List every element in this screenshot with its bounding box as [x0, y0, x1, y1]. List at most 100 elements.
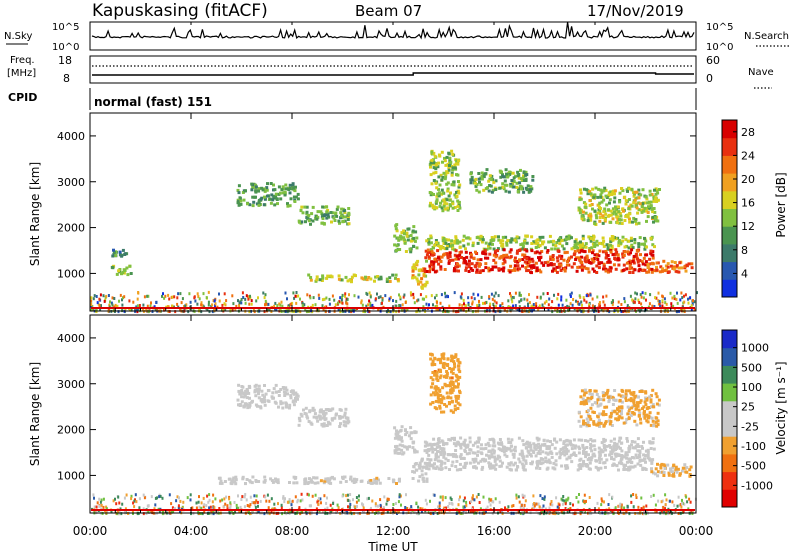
echo-cell	[417, 268, 421, 272]
echo-cell	[505, 465, 509, 469]
echo-cell	[474, 250, 477, 254]
echo-cell	[426, 463, 430, 467]
echo-cell	[549, 440, 552, 443]
echo-cell	[627, 198, 631, 201]
echo-cell	[534, 239, 538, 243]
ground-scatter-cell	[541, 497, 544, 500]
echo-cell	[590, 203, 594, 206]
echo-cell	[444, 457, 448, 461]
echo-cell	[344, 215, 348, 219]
echo-cell	[450, 464, 454, 468]
echo-cell	[440, 188, 444, 192]
ground-scatter-cell	[161, 512, 164, 516]
ground-scatter-cell	[137, 291, 140, 294]
echo-cell	[577, 451, 581, 455]
echo-cell	[502, 187, 506, 191]
ground-scatter-cell	[682, 509, 685, 513]
echo-cell	[441, 160, 444, 164]
ground-scatter-cell	[208, 498, 211, 502]
echo-cell	[587, 270, 591, 274]
echo-cell	[242, 395, 246, 399]
ground-scatter-cell	[432, 303, 434, 307]
ground-scatter-cell	[90, 304, 93, 308]
ground-scatter-cell	[423, 297, 425, 301]
ground-scatter-cell	[629, 294, 632, 298]
ground-scatter-cell	[634, 291, 637, 295]
echo-cell	[579, 467, 583, 470]
ground-scatter-cell	[296, 510, 299, 514]
echo-cell	[546, 439, 550, 443]
echo-cell	[523, 253, 527, 257]
ground-scatter-cell	[339, 296, 342, 300]
ground-scatter-cell	[589, 293, 592, 297]
echo-cell	[502, 450, 506, 454]
ground-scatter-cell	[450, 501, 453, 505]
echo-cell	[420, 469, 424, 473]
echo-cell	[650, 270, 654, 274]
echo-cell	[399, 437, 402, 441]
echo-cell	[365, 278, 369, 282]
echo-cell	[431, 371, 435, 374]
ground-scatter-cell	[318, 296, 321, 300]
echo-cell	[435, 198, 439, 202]
echo-cell	[455, 241, 459, 245]
echo-cell	[395, 244, 399, 248]
echo-cell	[435, 445, 439, 449]
ground-scatter-cell	[585, 294, 588, 298]
echo-cell	[530, 242, 534, 245]
echo-cell	[656, 198, 660, 202]
ground-scatter-cell	[608, 493, 611, 497]
echo-cell	[561, 450, 565, 454]
echo-cell	[483, 459, 487, 463]
ground-scatter-cell	[626, 504, 629, 508]
echo-cell	[326, 408, 330, 411]
ground-scatter-cell	[477, 493, 480, 496]
ground-scatter-cell	[179, 292, 182, 296]
echo-cell	[272, 183, 275, 187]
ground-scatter-cell	[515, 496, 518, 500]
ground-scatter-cell	[579, 512, 582, 516]
ground-scatter-cell	[560, 295, 563, 299]
echo-cell	[523, 468, 527, 472]
ground-scatter-cell	[494, 310, 497, 314]
echo-cell	[309, 278, 313, 282]
ground-scatter-cell	[176, 296, 179, 300]
echo-cell	[250, 400, 254, 404]
echo-cell	[398, 443, 402, 447]
ground-scatter-cell	[90, 296, 93, 300]
ground-scatter-cell	[195, 501, 198, 505]
echo-cell	[442, 410, 446, 414]
echo-cell	[577, 463, 581, 467]
echo-cell	[581, 237, 585, 241]
echo-cell	[463, 466, 467, 469]
ground-scatter-cell	[562, 495, 565, 498]
echo-cell	[450, 239, 454, 243]
ground-scatter-cell	[449, 496, 452, 500]
ground-scatter-cell	[90, 299, 92, 303]
ground-scatter-cell	[201, 303, 204, 307]
ground-scatter-cell	[572, 298, 575, 301]
ground-scatter-cell	[462, 308, 465, 312]
ground-scatter-cell	[248, 302, 251, 306]
echo-cell	[617, 241, 621, 245]
ground-scatter-cell	[462, 505, 465, 509]
echo-cell	[473, 441, 477, 445]
echo-cell	[678, 473, 682, 477]
echo-cell	[272, 387, 276, 391]
ground-scatter-cell	[392, 299, 394, 303]
echo-cell	[489, 178, 493, 181]
echo-cell	[393, 436, 397, 440]
echo-cell	[523, 240, 526, 243]
echo-cell	[449, 409, 453, 413]
ground-scatter-cell	[547, 308, 550, 312]
echo-cell	[578, 265, 582, 269]
echo-cell	[485, 168, 489, 172]
power-colorbar-label: Power [dB]	[774, 172, 788, 237]
ground-scatter-cell	[434, 296, 436, 300]
ground-scatter-cell	[178, 496, 180, 500]
echo-cell	[296, 397, 299, 401]
echo-cell	[505, 241, 509, 245]
echo-cell	[406, 238, 410, 242]
echo-cell	[522, 171, 526, 174]
echo-cell	[438, 204, 442, 208]
